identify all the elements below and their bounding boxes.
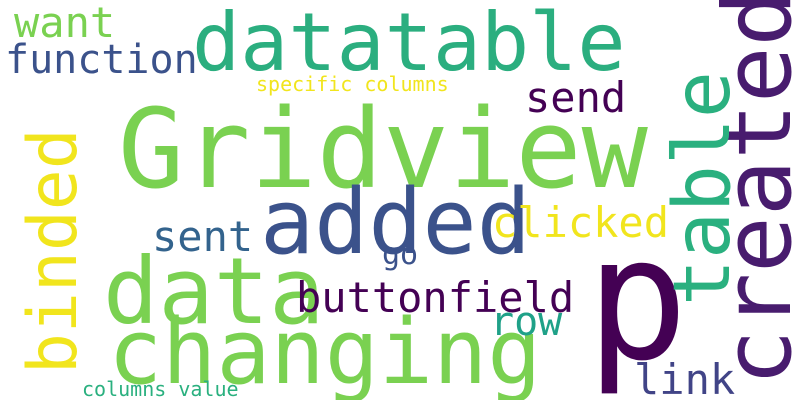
- word-data: data: [103, 238, 325, 345]
- word-changing: changing: [108, 300, 542, 400]
- word-row: row: [490, 299, 563, 345]
- word-gridview: Gridview: [118, 85, 648, 213]
- word-sent: sent: [152, 212, 254, 261]
- word-p: p: [586, 201, 689, 399]
- word-link: link: [634, 355, 736, 400]
- word-columns-value: columns value: [82, 377, 239, 400]
- word-added: added: [260, 170, 531, 275]
- word-datatable: datatable: [192, 0, 626, 89]
- word-go: go: [382, 237, 419, 272]
- word-buttonfield: buttonfield: [296, 273, 575, 322]
- word-binded: binded: [14, 128, 93, 374]
- word-want: want: [14, 0, 116, 47]
- word-table: table: [658, 71, 748, 306]
- word-function: function: [5, 37, 198, 83]
- word-specific-columns: specific columns: [256, 72, 449, 96]
- word-send: send: [525, 73, 627, 122]
- word-clicked: clicked: [492, 198, 670, 247]
